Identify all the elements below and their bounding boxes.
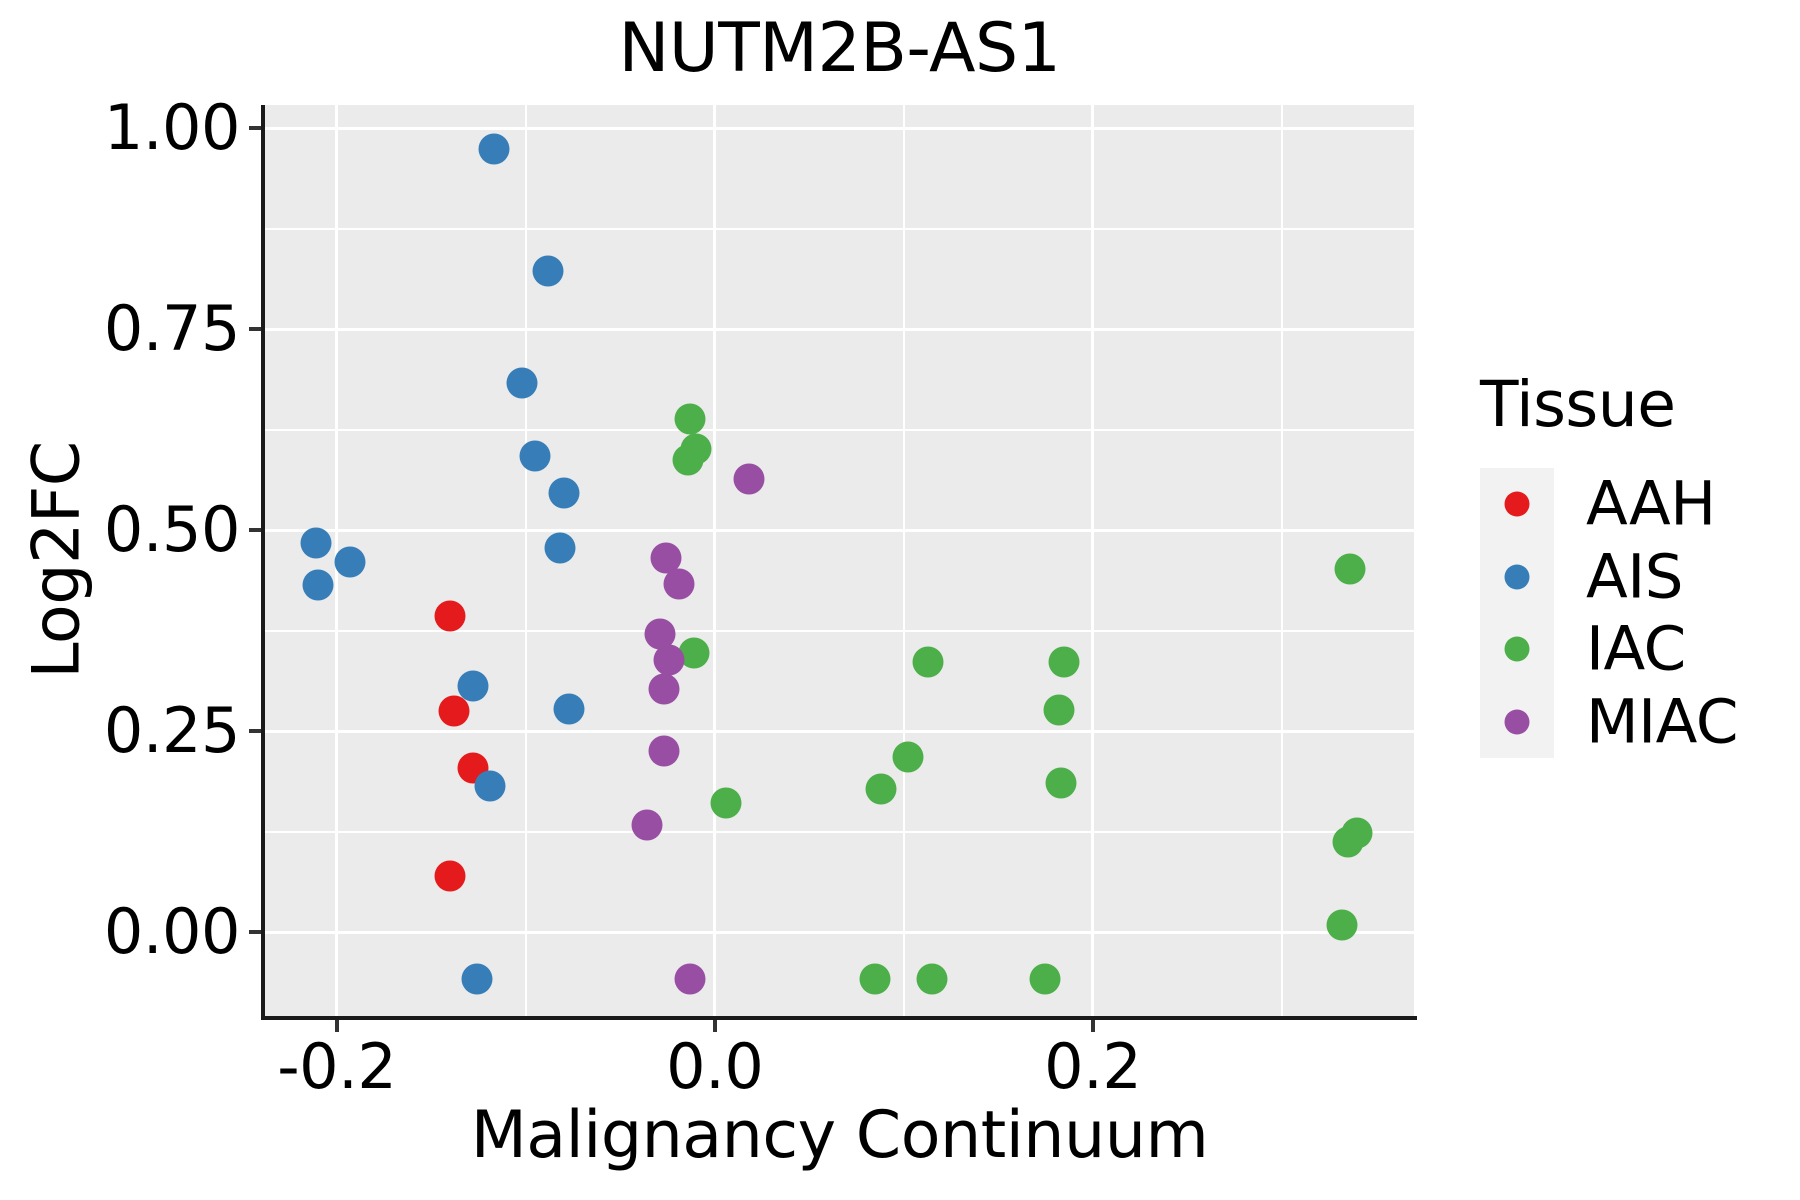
data-point-iac <box>1029 963 1061 995</box>
y-tickmark <box>249 126 261 131</box>
legend-dot-iac <box>1504 636 1530 662</box>
y-major-gridline <box>265 528 1414 532</box>
data-point-ais <box>461 963 493 995</box>
data-point-ais <box>548 477 580 509</box>
data-point-aah <box>434 600 466 632</box>
y-axis-title: Log2FC <box>19 441 95 679</box>
x-minor-gridline <box>902 105 905 1016</box>
data-point-ais <box>478 133 510 165</box>
data-point-ais <box>474 770 506 802</box>
y-minor-gridline <box>265 428 1414 431</box>
data-point-ais <box>300 527 332 559</box>
x-minor-gridline <box>524 105 527 1016</box>
legend-dot-miac <box>1504 709 1530 735</box>
data-point-aah <box>434 860 466 892</box>
data-point-iac <box>710 787 742 819</box>
legend-label-iac: IAC <box>1586 613 1686 685</box>
x-minor-gridline <box>1280 105 1283 1016</box>
data-point-miac <box>648 673 680 705</box>
legend-dot-ais <box>1504 564 1530 590</box>
x-tick-label: 0.2 <box>1044 1030 1142 1103</box>
data-point-iac <box>1043 694 1075 726</box>
legend-label-miac: MIAC <box>1586 686 1738 758</box>
data-point-iac <box>912 646 944 678</box>
y-tick-label: 1.00 <box>103 91 241 165</box>
x-tickmark <box>712 1020 717 1032</box>
data-point-ais <box>302 569 334 601</box>
y-major-gridline <box>265 930 1414 934</box>
data-point-ais <box>457 670 489 702</box>
y-tickmark <box>249 528 261 533</box>
y-major-gridline <box>265 126 1414 130</box>
x-tickmark <box>1090 1020 1095 1032</box>
data-point-miac <box>653 644 685 676</box>
x-axis-line <box>261 1016 1417 1020</box>
data-point-iac <box>674 403 706 435</box>
x-tick-label: -0.2 <box>277 1030 397 1103</box>
y-major-gridline <box>265 729 1414 733</box>
data-point-miac <box>650 542 682 574</box>
y-tick-label: 0.75 <box>103 292 241 366</box>
legend-dot-aah <box>1504 491 1530 517</box>
data-point-aah <box>438 695 470 727</box>
data-point-ais <box>532 255 564 287</box>
y-tick-label: 0.25 <box>103 694 241 768</box>
data-point-iac <box>1045 767 1077 799</box>
data-point-miac <box>648 735 680 767</box>
data-point-miac <box>733 463 765 495</box>
data-point-iac <box>865 773 897 805</box>
legend-label-ais: AIS <box>1586 541 1683 613</box>
y-minor-gridline <box>265 830 1414 833</box>
data-point-iac <box>916 963 948 995</box>
data-point-iac <box>1341 817 1373 849</box>
y-minor-gridline <box>265 227 1414 230</box>
chart-title: NUTM2B-AS1 <box>618 9 1061 88</box>
y-tickmark <box>249 327 261 332</box>
y-tickmark <box>249 930 261 935</box>
data-point-iac <box>1048 646 1080 678</box>
x-major-gridline <box>1091 105 1095 1016</box>
data-point-iac <box>1326 909 1358 941</box>
y-tickmark <box>249 729 261 734</box>
x-axis-title: Malignancy Continuum <box>470 1098 1209 1173</box>
y-major-gridline <box>265 327 1414 331</box>
y-tick-label: 0.50 <box>103 493 241 567</box>
x-major-gridline <box>713 105 717 1016</box>
y-axis-line <box>261 105 265 1020</box>
data-point-ais <box>519 440 551 472</box>
data-point-iac <box>680 433 712 465</box>
data-point-ais <box>553 693 585 725</box>
y-tick-label: 0.00 <box>103 895 241 969</box>
x-tick-label: 0.0 <box>666 1030 764 1103</box>
legend-label-aah: AAH <box>1586 468 1716 540</box>
data-point-ais <box>544 532 576 564</box>
legend-title: Tissue <box>1480 368 1676 441</box>
data-point-iac <box>1334 553 1366 585</box>
data-point-miac <box>674 963 706 995</box>
data-point-miac <box>663 568 695 600</box>
data-point-miac <box>631 809 663 841</box>
data-point-iac <box>859 963 891 995</box>
data-point-ais <box>506 367 538 399</box>
y-minor-gridline <box>265 629 1414 632</box>
data-point-ais <box>334 546 366 578</box>
x-tickmark <box>334 1020 339 1032</box>
data-point-iac <box>892 741 924 773</box>
